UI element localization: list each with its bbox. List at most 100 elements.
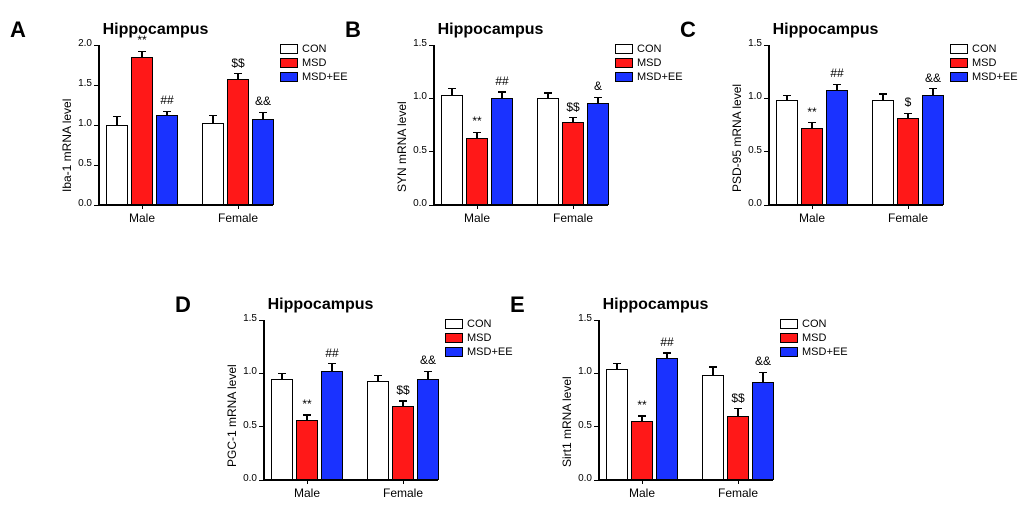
y-axis xyxy=(598,320,600,480)
x-tick-mark xyxy=(573,205,574,209)
y-tick-label: 0.0 xyxy=(738,198,762,209)
significance-marker: && xyxy=(751,354,775,368)
bar-female-msd xyxy=(727,416,749,480)
significance-marker: $$ xyxy=(726,391,750,405)
panel-title: Hippocampus xyxy=(728,21,923,39)
bar-male-msdee xyxy=(321,371,343,480)
error-cap xyxy=(498,91,506,92)
bar-female-msdee xyxy=(922,95,944,205)
legend-label: CON xyxy=(802,318,826,330)
y-tick-mark xyxy=(259,320,263,321)
x-group-label-male: Male xyxy=(112,211,172,225)
x-group-label-male: Male xyxy=(277,486,337,500)
legend-swatch xyxy=(950,44,968,54)
bar-male-msd xyxy=(631,421,653,480)
error-bar xyxy=(501,92,502,98)
y-tick-mark xyxy=(594,426,598,427)
significance-marker: ## xyxy=(655,335,679,349)
error-bar xyxy=(331,364,332,371)
y-axis-label: SYN mRNA level xyxy=(395,101,409,192)
error-cap xyxy=(278,373,286,374)
chart-area: 0.00.51.01.52.0**##Male$$&&Female xyxy=(98,45,273,205)
panel-title: Hippocampus xyxy=(393,21,588,39)
error-cap xyxy=(569,117,577,118)
y-tick-label: 0.0 xyxy=(568,473,592,484)
x-tick-mark xyxy=(642,480,643,484)
y-axis-label: PSD-95 mRNA level xyxy=(730,84,744,192)
legend-swatch xyxy=(445,333,463,343)
legend-label: MSD+EE xyxy=(467,346,513,358)
legend: CONMSDMSD+EE xyxy=(615,43,683,85)
legend-label: MSD xyxy=(302,57,326,69)
y-tick-mark xyxy=(594,320,598,321)
x-group-label-male: Male xyxy=(782,211,842,225)
legend-item: MSD xyxy=(280,57,348,69)
panel-letter: B xyxy=(345,17,361,43)
x-group-label-male: Male xyxy=(612,486,672,500)
bar-male-con xyxy=(441,95,463,205)
error-bar xyxy=(811,123,812,128)
bar-female-msdee xyxy=(252,119,274,205)
significance-marker: ## xyxy=(825,66,849,80)
y-tick-mark xyxy=(259,480,263,481)
error-cap xyxy=(544,92,552,93)
y-tick-mark xyxy=(594,480,598,481)
error-cap xyxy=(833,84,841,85)
legend-swatch xyxy=(780,333,798,343)
legend-item: CON xyxy=(280,43,348,55)
legend: CONMSDMSD+EE xyxy=(950,43,1018,85)
error-bar xyxy=(476,132,477,137)
y-tick-mark xyxy=(94,85,98,86)
legend-swatch xyxy=(615,72,633,82)
significance-marker: ** xyxy=(130,33,154,47)
legend-label: CON xyxy=(972,43,996,55)
error-cap xyxy=(234,73,242,74)
legend-item: MSD xyxy=(780,332,848,344)
legend-item: MSD+EE xyxy=(780,346,848,358)
error-cap xyxy=(424,371,432,372)
legend-label: MSD xyxy=(802,332,826,344)
x-tick-mark xyxy=(812,205,813,209)
error-cap xyxy=(138,51,146,52)
error-cap xyxy=(328,363,336,364)
bar-female-msd xyxy=(897,118,919,205)
error-bar xyxy=(572,118,573,122)
error-cap xyxy=(399,400,407,401)
legend-label: CON xyxy=(467,318,491,330)
y-tick-label: 0.0 xyxy=(233,473,257,484)
y-tick-mark xyxy=(259,426,263,427)
bar-male-msdee xyxy=(826,90,848,205)
x-tick-mark xyxy=(477,205,478,209)
bar-male-con xyxy=(271,379,293,480)
significance-marker: ** xyxy=(800,105,824,119)
error-cap xyxy=(113,116,121,117)
panel-letter: C xyxy=(680,17,696,43)
significance-marker: $$ xyxy=(226,56,250,70)
bar-male-con xyxy=(106,125,128,205)
panel-a: AHippocampus0.00.51.01.52.0**##Male$$&&F… xyxy=(10,5,340,255)
error-bar xyxy=(547,93,548,98)
error-cap xyxy=(929,88,937,89)
error-bar xyxy=(427,371,428,378)
y-axis-label: Sirt1 mRNA level xyxy=(560,376,574,467)
y-tick-mark xyxy=(94,165,98,166)
error-bar xyxy=(762,372,763,382)
y-tick-mark xyxy=(764,45,768,46)
legend-swatch xyxy=(280,58,298,68)
bar-female-msd xyxy=(562,122,584,205)
error-cap xyxy=(259,112,267,113)
error-bar xyxy=(141,51,142,57)
significance-marker: && xyxy=(416,353,440,367)
error-cap xyxy=(613,363,621,364)
y-tick-label: 0.0 xyxy=(68,198,92,209)
y-tick-label: 1.5 xyxy=(568,313,592,324)
error-cap xyxy=(734,408,742,409)
error-bar xyxy=(932,89,933,95)
error-bar xyxy=(377,375,378,380)
x-group-label-female: Female xyxy=(708,486,768,500)
legend-swatch xyxy=(950,72,968,82)
x-group-label-female: Female xyxy=(373,486,433,500)
panel-letter: E xyxy=(510,292,525,318)
legend-swatch xyxy=(280,44,298,54)
error-bar xyxy=(402,401,403,406)
